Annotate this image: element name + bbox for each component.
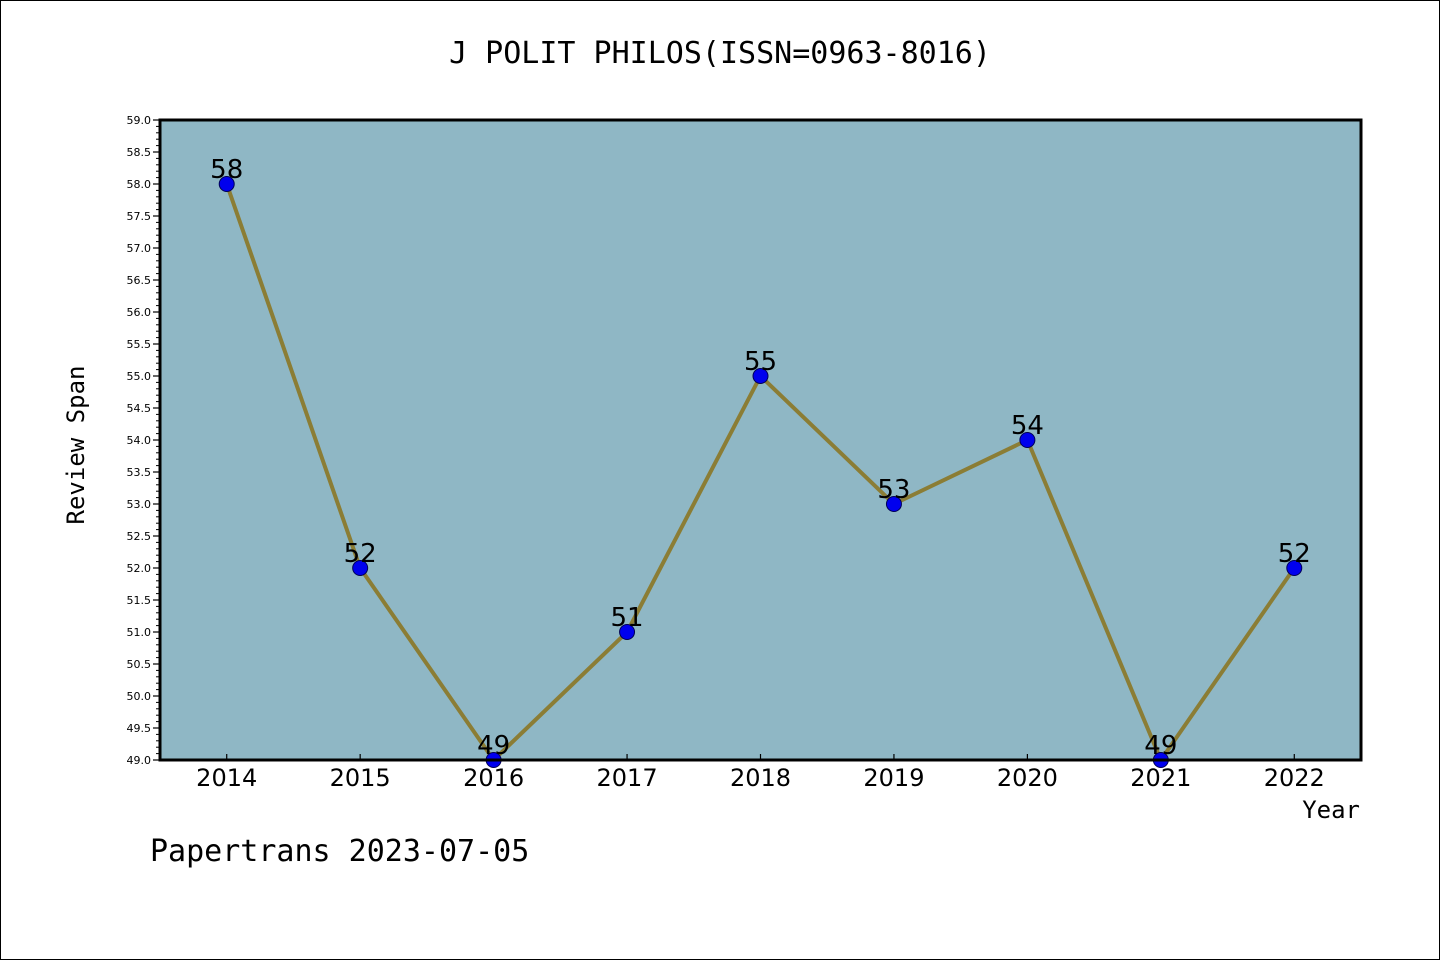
x-tick-label: 2020 [997, 764, 1058, 792]
y-tick-label: 51.5 [127, 594, 152, 607]
y-tick-label: 58.0 [127, 178, 152, 191]
data-label: 52 [344, 539, 377, 569]
y-tick-label: 49.5 [127, 722, 152, 735]
y-tick-label: 57.0 [127, 242, 152, 255]
data-point [218, 176, 235, 192]
data-label: 49 [477, 731, 510, 761]
x-axis-ticks: 2014 2015 2016 2017 2018 2019 2020 2021 2022 [196, 754, 1325, 792]
y-axis-ticks: 49.0 49.5 50.0 50.5 51.0 51.5 52.0 52.5 53.0 53.5… [127, 114, 160, 767]
y-tick-label: 59.0 [127, 114, 152, 127]
data-label: 55 [744, 347, 777, 377]
y-tick-label: 58.5 [127, 146, 152, 159]
x-axis-label: Year [1302, 796, 1360, 824]
y-tick-label: 53.0 [127, 498, 152, 511]
y-tick-label: 52.5 [127, 530, 152, 543]
y-tick-label: 53.5 [127, 466, 152, 479]
y-tick-label: 56.0 [127, 306, 152, 319]
y-tick-label: 56.5 [127, 274, 152, 287]
x-tick-label: 2021 [1130, 764, 1191, 792]
data-label: 53 [877, 475, 910, 505]
series-markers [218, 176, 1303, 768]
data-label: 51 [611, 603, 644, 633]
x-tick-label: 2015 [330, 764, 391, 792]
y-tick-label: 57.5 [127, 210, 152, 223]
y-tick-label: 50.0 [127, 690, 152, 703]
plot-border [158, 118, 1363, 762]
y-tick-label: 49.0 [127, 754, 152, 767]
y-tick-label: 50.5 [127, 658, 152, 671]
data-label: 52 [1278, 539, 1311, 569]
x-tick-label: 2017 [597, 764, 658, 792]
y-tick-label: 54.5 [127, 402, 152, 415]
x-tick-label: 2016 [463, 764, 524, 792]
data-label: 58 [210, 155, 243, 185]
data-point [1019, 432, 1036, 448]
y-tick-label: 55.5 [127, 338, 152, 351]
footer-text: Papertrans 2023-07-05 [150, 834, 530, 869]
data-point [752, 368, 769, 384]
data-label: 54 [1011, 411, 1044, 441]
x-tick-label: 2022 [1264, 764, 1325, 792]
y-tick-label: 55.0 [127, 370, 152, 383]
y-tick-label: 52.0 [127, 562, 152, 575]
data-point [885, 496, 902, 512]
plot-area [160, 120, 1361, 760]
y-tick-label: 54.0 [127, 434, 152, 447]
y-tick-label: 51.0 [127, 626, 152, 639]
chart-title: J POLIT PHILOS(ISSN=0963-8016) [449, 36, 991, 71]
data-label: 49 [1144, 731, 1177, 761]
x-tick-label: 2014 [196, 764, 257, 792]
data-point [352, 560, 369, 576]
data-point [1286, 560, 1303, 576]
x-tick-label: 2019 [863, 764, 924, 792]
data-point [619, 624, 636, 640]
data-labels: 58 52 49 51 55 53 54 49 52 [210, 155, 1311, 761]
x-tick-label: 2018 [730, 764, 791, 792]
